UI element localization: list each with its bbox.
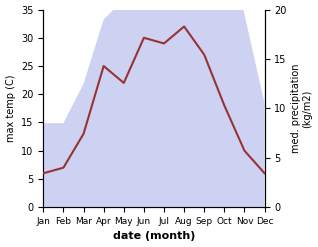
X-axis label: date (month): date (month) bbox=[113, 231, 195, 242]
Y-axis label: max temp (C): max temp (C) bbox=[5, 75, 16, 142]
Y-axis label: med. precipitation
(kg/m2): med. precipitation (kg/m2) bbox=[291, 64, 313, 153]
